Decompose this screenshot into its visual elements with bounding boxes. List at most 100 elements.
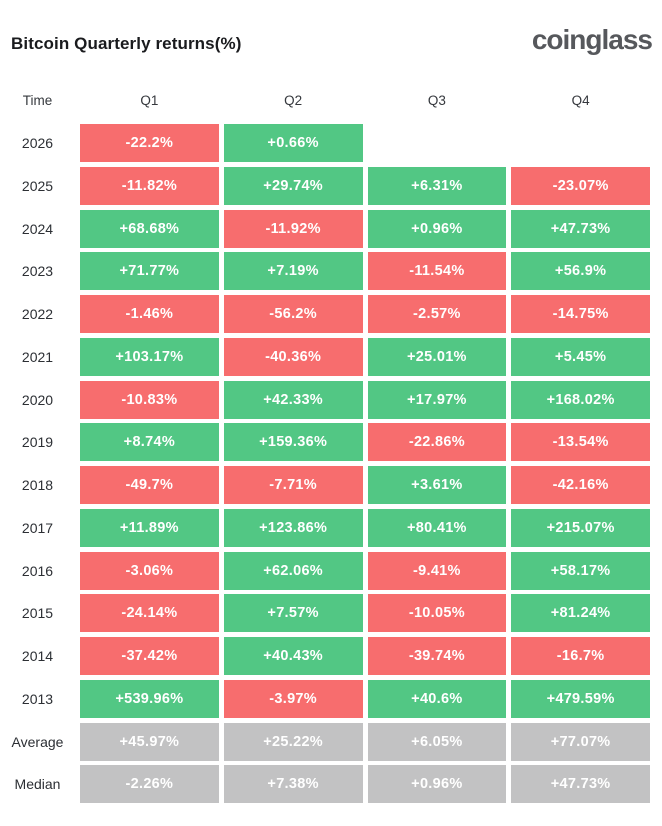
positive-return-cell: +215.07% [511, 508, 650, 547]
column-header-time: Time [22, 93, 53, 108]
negative-return-cell: -9.41% [367, 551, 507, 590]
negative-return-cell: -49.7% [80, 466, 219, 504]
summary-return-cell: +25.22% [223, 722, 363, 761]
table-row: 2020 -10.83% +42.33% +17.97% +168.02% [0, 380, 650, 419]
positive-return-cell: +25.01% [367, 337, 507, 376]
column-header-Q1: Q1 [140, 93, 159, 108]
negative-return-cell: -3.97% [223, 679, 363, 718]
row-label: 2025 [21, 177, 54, 194]
table-row: 2018 -49.7% -7.71% +3.61% -42.16% [0, 466, 650, 504]
column-header-Q2: Q2 [284, 93, 303, 108]
widget-header: Bitcoin Quarterly returns(%) coinglass [0, 0, 662, 80]
table-row: Median -2.26% +7.38% +0.96% +47.73% [0, 765, 650, 804]
row-label: 2014 [21, 648, 54, 664]
positive-return-cell: +479.59% [511, 679, 650, 718]
row-label: 2013 [21, 690, 54, 707]
row-label: 2022 [21, 306, 54, 322]
empty-cell [368, 124, 507, 162]
column-header-Q3: Q3 [427, 93, 446, 108]
positive-return-cell: +42.33% [223, 380, 363, 419]
table-row: 2014 -37.42% +40.43% -39.74% -16.7% [0, 637, 650, 675]
table-row: 2021 +103.17% -40.36% +25.01% +5.45% [0, 337, 650, 376]
negative-return-cell: -10.05% [367, 594, 507, 633]
negative-return-cell: -11.82% [80, 166, 219, 205]
page-title: Bitcoin Quarterly returns(%) [11, 34, 242, 53]
negative-return-cell: -14.75% [511, 295, 650, 333]
positive-return-cell: +123.86% [223, 508, 363, 547]
column-header-row: Time Q1 Q2 Q3 Q4 [0, 93, 650, 108]
row-label: 2018 [21, 477, 54, 493]
row-label: 2020 [21, 391, 54, 408]
negative-return-cell: -22.86% [367, 423, 507, 462]
positive-return-cell: +8.74% [80, 423, 219, 462]
positive-return-cell: +7.57% [223, 594, 363, 633]
column-header-Q4: Q4 [571, 93, 590, 108]
positive-return-cell: +0.96% [367, 209, 507, 248]
negative-return-cell: -10.83% [80, 380, 219, 419]
table-row: 2023 +71.77% +7.19% -11.54% +56.9% [0, 252, 650, 291]
positive-return-cell: +81.24% [511, 594, 650, 633]
negative-return-cell: -39.74% [367, 637, 507, 675]
positive-return-cell: +71.77% [80, 252, 219, 291]
positive-return-cell: +168.02% [511, 380, 650, 419]
positive-return-cell: +7.19% [223, 252, 363, 291]
negative-return-cell: -1.46% [80, 295, 219, 333]
row-label: 2021 [21, 348, 54, 365]
negative-return-cell: -7.71% [223, 466, 363, 504]
positive-return-cell: +5.45% [511, 337, 650, 376]
summary-return-cell: +77.07% [511, 722, 650, 761]
row-label: 2015 [21, 605, 54, 622]
negative-return-cell: -23.07% [511, 166, 650, 205]
summary-return-cell: +47.73% [511, 765, 650, 804]
positive-return-cell: +68.68% [80, 209, 219, 248]
positive-return-cell: +47.73% [511, 209, 650, 248]
positive-return-cell: +80.41% [367, 508, 507, 547]
negative-return-cell: -11.54% [367, 252, 507, 291]
row-label: Average [11, 733, 64, 750]
table-row: 2019 +8.74% +159.36% -22.86% -13.54% [0, 423, 650, 462]
positive-return-cell: +3.61% [367, 466, 507, 504]
summary-return-cell: +7.38% [223, 765, 363, 804]
negative-return-cell: -2.57% [367, 295, 507, 333]
table-row: 2017 +11.89% +123.86% +80.41% +215.07% [0, 508, 650, 547]
table-row: Average +45.97% +25.22% +6.05% +77.07% [0, 722, 650, 761]
positive-return-cell: +40.43% [223, 637, 363, 675]
positive-return-cell: +6.31% [367, 166, 507, 205]
table-row: 2022 -1.46% -56.2% -2.57% -14.75% [0, 295, 650, 333]
positive-return-cell: +58.17% [511, 551, 650, 590]
row-label: 2017 [21, 519, 54, 536]
table-row: 2026 -22.2% +0.66% [0, 124, 650, 162]
table-row: 2024 +68.68% -11.92% +0.96% +47.73% [0, 209, 650, 248]
row-label: 2016 [21, 562, 54, 579]
table-row: 2013 +539.96% -3.97% +40.6% +479.59% [0, 679, 650, 718]
negative-return-cell: -16.7% [511, 637, 650, 675]
negative-return-cell: -24.14% [80, 594, 219, 633]
positive-return-cell: +62.06% [223, 551, 363, 590]
positive-return-cell: +40.6% [367, 679, 507, 718]
summary-return-cell: +6.05% [367, 722, 507, 761]
positive-return-cell: +56.9% [511, 252, 650, 291]
negative-return-cell: -22.2% [80, 124, 219, 162]
summary-return-cell: +45.97% [80, 722, 219, 761]
row-label: 2023 [21, 263, 54, 280]
summary-return-cell: -2.26% [80, 765, 219, 804]
table-row: 2016 -3.06% +62.06% -9.41% +58.17% [0, 551, 650, 590]
positive-return-cell: +11.89% [80, 508, 219, 547]
negative-return-cell: -13.54% [511, 423, 650, 462]
positive-return-cell: +539.96% [80, 679, 219, 718]
table-row: 2025 -11.82% +29.74% +6.31% -23.07% [0, 166, 650, 205]
empty-cell [511, 124, 650, 162]
positive-return-cell: +17.97% [367, 380, 507, 419]
table-row: 2015 -24.14% +7.57% -10.05% +81.24% [0, 594, 650, 633]
positive-return-cell: +103.17% [80, 337, 219, 376]
positive-return-cell: +29.74% [223, 166, 363, 205]
row-label: 2019 [21, 434, 54, 451]
coinglass-logo: coinglass [531, 24, 653, 55]
positive-return-cell: +159.36% [223, 423, 363, 462]
negative-return-cell: -40.36% [223, 337, 363, 376]
row-label: 2026 [21, 135, 54, 151]
negative-return-cell: -42.16% [511, 466, 650, 504]
negative-return-cell: -37.42% [80, 637, 219, 675]
returns-table: 2026 -22.2% +0.66% 2025 -11.82% +29.74% +6.31%… [0, 124, 650, 808]
row-label: Median [14, 776, 61, 793]
